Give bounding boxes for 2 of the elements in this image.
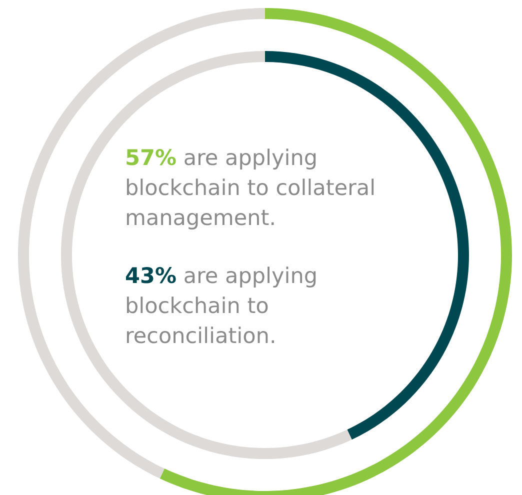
text: 57% are applying blockchain to collateral management. [126, 148, 374, 230]
text: 43% are applying blockchain to reconciliation. [126, 266, 316, 344]
